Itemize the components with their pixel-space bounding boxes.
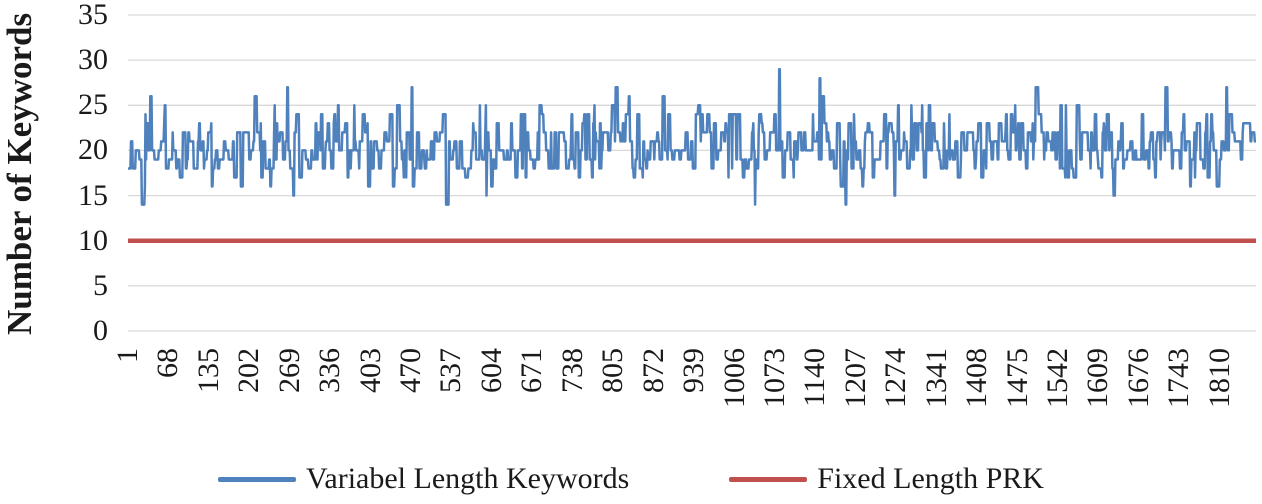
x-tick-label: 68 — [151, 348, 185, 378]
x-tick-label: 1006 — [717, 348, 751, 408]
y-tick-label: 35 — [78, 0, 108, 31]
x-tick-label: 1743 — [1162, 348, 1196, 408]
x-tick-label: 1810 — [1202, 348, 1236, 408]
x-tick-label: 1341 — [919, 348, 953, 408]
x-tick-label: 1408 — [960, 348, 994, 408]
legend: Variabel Length Keywords Fixed Length PR… — [0, 456, 1262, 502]
x-tick-label: 939 — [677, 348, 711, 393]
x-tick-label: 805 — [596, 348, 630, 393]
y-tick-label: 10 — [78, 223, 108, 257]
x-tick-label: 738 — [555, 348, 589, 393]
x-tick-label: 604 — [474, 348, 508, 393]
legend-item-fixed-length-prk: Fixed Length PRK — [729, 462, 1044, 496]
x-tick-label: 403 — [353, 348, 387, 393]
y-tick-label: 15 — [78, 178, 108, 212]
x-tick-label: 202 — [232, 348, 266, 393]
y-tick-label: 5 — [93, 268, 108, 302]
y-tick-label: 0 — [93, 314, 108, 347]
legend-swatch-red-line — [729, 476, 808, 482]
y-tick-label: 25 — [78, 88, 108, 122]
x-tick-label: 1 — [111, 348, 144, 363]
x-tick-label: 872 — [636, 348, 670, 393]
legend-swatch-blue-line — [218, 476, 297, 482]
series-variable-length-keywords — [128, 67, 1256, 206]
x-tick-label: 1207 — [838, 348, 872, 408]
x-tick-label: 537 — [434, 348, 468, 393]
x-tick-label: 1542 — [1041, 348, 1075, 408]
x-tick-label: 671 — [515, 348, 549, 393]
legend-label: Variabel Length Keywords — [306, 462, 630, 495]
y-tick-label: 20 — [78, 133, 108, 167]
x-tick-label: 1274 — [879, 348, 913, 408]
plot-area — [128, 14, 1256, 332]
x-tick-label: 1140 — [798, 348, 832, 407]
x-tick-label: 1609 — [1081, 348, 1115, 408]
legend-item-variable-length-keywords: Variabel Length Keywords — [218, 462, 629, 496]
legend-label: Fixed Length PRK — [817, 462, 1044, 495]
x-tick-label: 135 — [191, 348, 225, 393]
x-tick-label: 269 — [272, 348, 306, 393]
x-tick-label: 470 — [394, 348, 428, 393]
x-tick-label: 1676 — [1121, 348, 1155, 408]
x-tick-label: 336 — [313, 348, 347, 393]
y-tick-label: 30 — [78, 43, 108, 77]
x-tick-label: 1073 — [757, 348, 791, 408]
x-tick-label: 1475 — [1000, 348, 1034, 408]
